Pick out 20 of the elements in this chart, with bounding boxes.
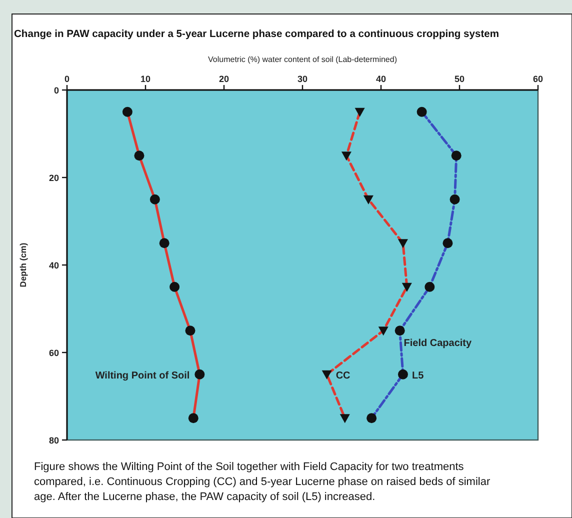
x-tick-label: 10 [140, 74, 151, 84]
text: Figure shows the Wilting Point of the Soil together with Field Capacity for two treatments compared, i.e. Continuous Cropping (CC) and 5-year Lucerne phase on raised beds of similar age. After the Lucerne phase, the PAW capacity of soil (L5) increased. [34, 461, 490, 503]
chart-title: Change in PAW capacity under a 5-year Lucerne phase compared to a continuous cropping system [14, 29, 500, 40]
series-label: Wilting Point of Soil [95, 370, 190, 382]
y-axis-title: Depth (cm) [18, 242, 28, 288]
x-tick-label: 60 [532, 74, 544, 84]
y-tick-label: 40 [48, 260, 59, 270]
x-tick-label: 20 [218, 74, 230, 84]
x-tick-label: 40 [376, 74, 386, 84]
x-axis-title: Volumetric (%) water content of soil (Lab-determined) [208, 55, 398, 64]
x-tick-label: 0 [64, 74, 70, 84]
y-tick-label: 80 [48, 436, 59, 446]
x-tick-label: 30 [297, 74, 308, 84]
series-label: CC [336, 370, 350, 382]
y-tick-label: 60 [48, 348, 59, 358]
series-label: L5 [412, 370, 424, 382]
annotation: Field Capacity [404, 338, 472, 349]
y-tick-label: 0 [54, 86, 59, 96]
y-tick-label: 20 [48, 173, 59, 183]
x-tick-label: 50 [454, 74, 465, 84]
